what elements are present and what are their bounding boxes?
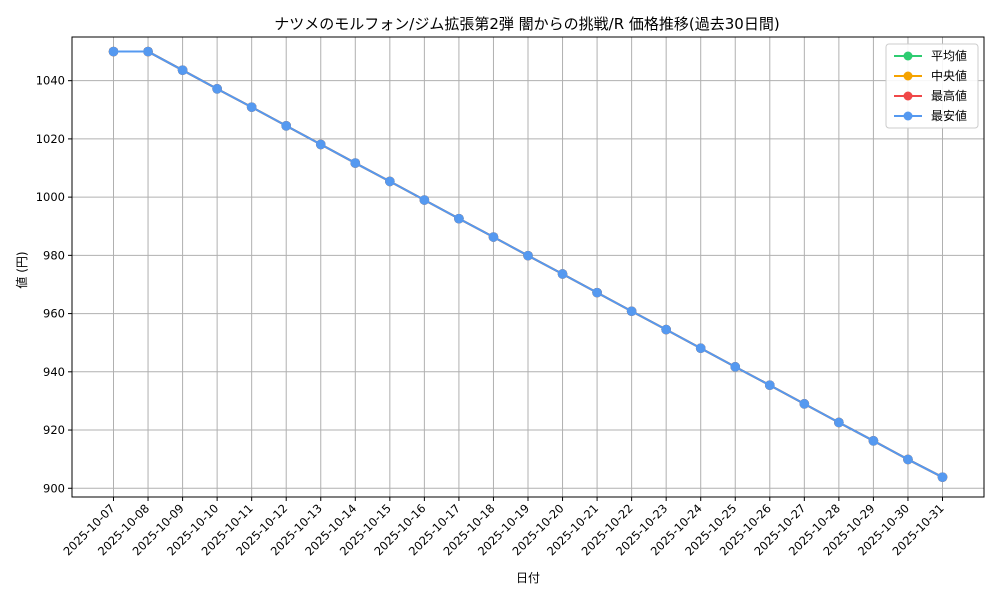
data-point <box>937 472 948 483</box>
legend-label: 中央値 <box>931 68 967 83</box>
legend-item: 最高値 <box>894 88 967 103</box>
data-point <box>281 120 292 131</box>
data-point <box>177 65 188 75</box>
data-point <box>557 269 568 279</box>
legend-marker <box>903 71 913 81</box>
y-axis: 900 920 940 960 980 1000 1020 1040 <box>36 74 72 495</box>
data-point <box>385 176 395 187</box>
y-tick-label: 1000 <box>36 190 65 204</box>
x-axis: 2025-10-072025-10-082025-10-092025-10-10… <box>60 497 947 558</box>
y-tick-label: 960 <box>43 307 65 321</box>
legend-marker <box>903 91 913 101</box>
data-point <box>523 250 533 261</box>
legend-marker <box>903 51 913 61</box>
legend-box <box>885 43 979 129</box>
legend-item: 平均値 <box>894 48 967 63</box>
y-tick-label: 900 <box>43 481 65 495</box>
y-tick-label: 920 <box>43 423 65 437</box>
legend-label: 平均値 <box>931 48 967 63</box>
data-point <box>212 84 222 94</box>
data-point <box>315 139 326 150</box>
legend-item: 中央値 <box>894 68 967 83</box>
grid <box>72 37 984 497</box>
chart-title: ナツメのモルフォン/ジム拡張第2弾 闇からの挑戦/R 価格推移(過去30日間) <box>274 15 779 33</box>
legend-item: 最安値 <box>894 108 967 123</box>
data-point <box>143 46 153 57</box>
data-point <box>626 306 637 317</box>
series-layer <box>108 46 948 483</box>
data-point <box>350 158 361 168</box>
data-point <box>419 195 430 205</box>
y-tick-label: 940 <box>43 365 65 379</box>
data-point <box>799 399 810 409</box>
data-point <box>730 362 741 372</box>
legend-label: 最安値 <box>931 108 967 123</box>
data-point <box>903 454 913 465</box>
legend-label: 最高値 <box>931 88 967 103</box>
x-axis-label: 日付 <box>516 571 540 585</box>
data-point <box>661 324 671 335</box>
legend-marker <box>903 111 913 121</box>
data-point <box>108 46 119 57</box>
y-axis-label: 値 (円) <box>14 251 29 288</box>
data-point <box>592 287 602 298</box>
data-point <box>764 380 775 391</box>
data-point <box>834 417 844 428</box>
series-4 <box>108 46 948 483</box>
data-point <box>246 102 257 112</box>
data-point <box>868 436 879 446</box>
y-tick-label: 1020 <box>36 132 65 146</box>
data-point <box>488 232 499 242</box>
data-point <box>454 213 464 224</box>
y-tick-label: 980 <box>43 248 65 262</box>
y-tick-label: 1040 <box>36 74 65 88</box>
data-point <box>695 343 706 354</box>
